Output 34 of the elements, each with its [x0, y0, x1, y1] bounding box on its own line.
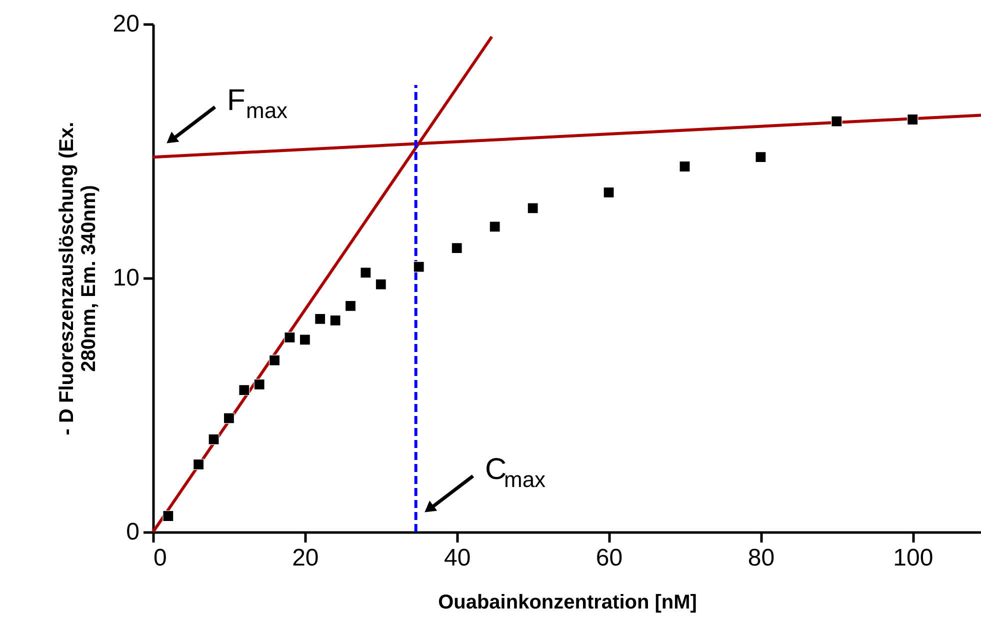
x-tick-label: 80	[748, 544, 775, 572]
point	[314, 313, 326, 324]
point	[831, 116, 842, 127]
point	[360, 267, 372, 278]
x-tick-label: 60	[596, 544, 623, 572]
point	[284, 332, 296, 343]
point	[330, 314, 341, 326]
point	[489, 221, 500, 232]
x-tick-label: 20	[292, 544, 319, 572]
point	[162, 510, 174, 522]
point	[193, 458, 204, 470]
point	[375, 278, 386, 290]
point	[451, 242, 462, 254]
point	[223, 412, 235, 424]
x-axis-title: Ouabainkonzentration [nM]	[438, 592, 697, 614]
point	[344, 300, 356, 312]
point	[413, 261, 424, 272]
y-tick-label: 10	[112, 264, 140, 292]
x-tick-label: 40	[444, 544, 471, 572]
point	[238, 384, 250, 396]
point	[907, 114, 918, 126]
point	[755, 152, 766, 163]
point	[527, 202, 538, 214]
y-tick-label: 0	[126, 518, 140, 546]
point	[299, 334, 310, 346]
point	[208, 434, 220, 445]
x-tick-label: 100	[893, 544, 934, 572]
point	[679, 160, 690, 172]
point	[254, 378, 265, 390]
point	[268, 354, 280, 366]
x-tick-label: 0	[154, 544, 167, 572]
y-axis-title: - D Fluoreszenzauslöschung (Ex. 280nm, Em. 340nm)	[56, 122, 100, 436]
y-tick-label: 20	[112, 10, 140, 38]
point	[603, 186, 614, 198]
